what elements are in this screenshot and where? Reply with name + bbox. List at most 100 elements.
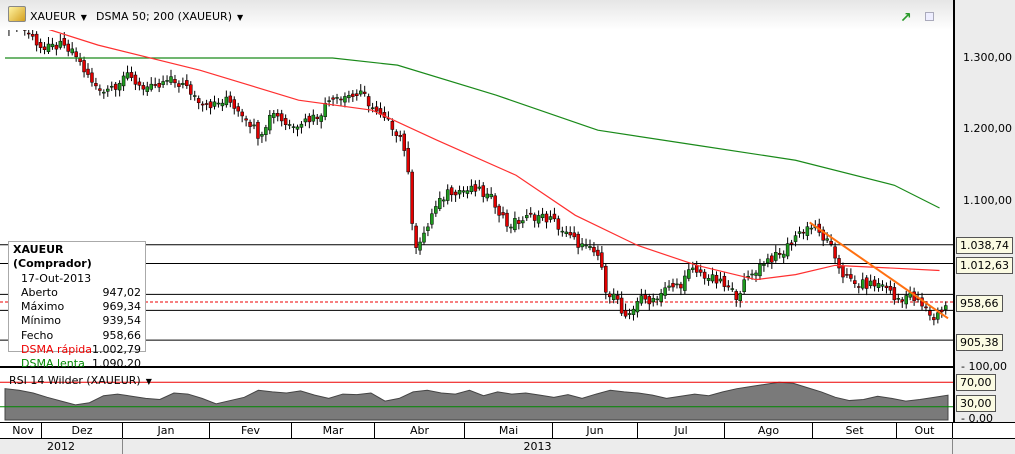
candle-up xyxy=(548,216,553,220)
candle-down xyxy=(900,299,905,302)
month-label: Jul xyxy=(638,423,725,438)
candle-up xyxy=(295,126,300,130)
last-price-label: 958,66 xyxy=(956,295,1003,312)
candle-up xyxy=(268,114,272,131)
candle-down xyxy=(315,116,320,120)
rsi-tick: - 100,00 xyxy=(961,360,1007,373)
candle-down xyxy=(777,253,782,255)
rsi-tick: - 0,00 xyxy=(961,412,993,425)
candle-down xyxy=(702,271,707,279)
candle-down xyxy=(924,306,928,309)
candle-up xyxy=(639,295,644,304)
candle-down xyxy=(141,85,146,90)
candle-down xyxy=(90,72,94,83)
candle-up xyxy=(323,102,327,117)
candle-down xyxy=(505,212,509,227)
candle-down xyxy=(137,81,142,86)
candle-up xyxy=(212,101,217,107)
candle-down xyxy=(888,286,893,291)
candle-up xyxy=(584,244,588,247)
candle-down xyxy=(390,120,395,130)
rsi-label-70: 70,00 xyxy=(956,374,996,391)
candle-down xyxy=(355,93,359,96)
fast-ma-line xyxy=(18,19,940,281)
candle-down xyxy=(153,84,157,86)
candle-up xyxy=(430,213,434,225)
candle-up xyxy=(445,189,450,201)
candle-up xyxy=(691,267,695,270)
candle-up xyxy=(260,134,264,137)
candle-down xyxy=(351,93,355,97)
price-chart[interactable] xyxy=(0,0,953,422)
candle-down xyxy=(615,295,620,300)
candle-up xyxy=(659,293,663,302)
candle-up xyxy=(663,287,667,296)
candle-up xyxy=(560,230,565,233)
candle-up xyxy=(525,215,529,219)
candle-down xyxy=(244,118,248,121)
candle-down xyxy=(248,121,252,127)
candle-down xyxy=(714,274,719,284)
candle-up xyxy=(370,107,375,109)
price-tick: 1.300,00 xyxy=(963,51,1012,64)
rsi-selector[interactable]: RSI 14 Wilder (XAUEUR) ▼ xyxy=(9,374,152,387)
candle-up xyxy=(181,82,185,85)
candle-up xyxy=(675,283,679,286)
candle-up xyxy=(710,274,715,282)
data-legend: XAUEUR (Comprador) 17-Out-2013 Aberto 947… xyxy=(8,241,146,370)
indicator-selector[interactable]: DSMA 50; 200 (XAUEUR) ▼ xyxy=(96,10,244,23)
candle-down xyxy=(374,106,379,112)
month-label: Jan xyxy=(123,423,210,438)
candle-down xyxy=(608,293,612,298)
maximize-icon[interactable] xyxy=(925,12,934,21)
candle-up xyxy=(860,279,865,289)
price-axis[interactable] xyxy=(953,0,1015,422)
candle-down xyxy=(189,84,193,95)
legend-row: DSMA lenta 1.090,20 xyxy=(21,357,141,371)
candle-down xyxy=(34,33,39,46)
candle-down xyxy=(726,285,731,288)
candle-down xyxy=(473,184,478,192)
slow-ma-line xyxy=(5,57,940,209)
candle-up xyxy=(264,127,268,135)
month-label: Mar xyxy=(292,423,375,438)
candle-up xyxy=(564,231,569,234)
candle-down xyxy=(592,246,596,253)
month-label: Nov xyxy=(5,423,42,438)
candle-up xyxy=(489,193,493,198)
candle-up xyxy=(58,40,63,48)
candle-down xyxy=(236,106,240,112)
candle-up xyxy=(291,126,296,128)
candle-up xyxy=(631,308,636,315)
symbol-selector[interactable]: XAUEUR ▼ xyxy=(30,10,87,23)
candle-up xyxy=(50,43,55,48)
year-label: 2012 xyxy=(0,438,123,454)
candle-down xyxy=(133,74,138,85)
candle-up xyxy=(627,313,632,315)
candle-down xyxy=(98,88,102,91)
candle-up xyxy=(876,283,881,289)
price-label: 1.012,63 xyxy=(956,257,1013,274)
candle-up xyxy=(441,199,446,202)
candle-down xyxy=(157,83,161,88)
candle-up xyxy=(121,75,126,87)
candle-down xyxy=(647,296,652,305)
candle-down xyxy=(177,83,181,87)
candle-down xyxy=(833,246,837,259)
candle-up xyxy=(797,231,802,234)
candle-up xyxy=(513,218,517,231)
candle-down xyxy=(770,255,774,263)
line-chart-icon[interactable]: ↗ xyxy=(900,10,912,26)
candle-down xyxy=(671,283,675,288)
candle-up xyxy=(521,220,525,224)
candle-down xyxy=(552,213,557,220)
month-label: Out xyxy=(897,423,953,438)
candle-down xyxy=(113,83,118,90)
candle-up xyxy=(825,238,829,241)
candle-up xyxy=(102,91,106,94)
candle-down xyxy=(82,60,86,73)
candle-down xyxy=(694,265,699,273)
candle-up xyxy=(580,243,584,248)
time-axis[interactable]: Nov Dez Jan Fev Mar Abr Mai Jun Jul Ago Set Out 2012… xyxy=(0,422,1015,454)
candle-down xyxy=(801,231,806,234)
